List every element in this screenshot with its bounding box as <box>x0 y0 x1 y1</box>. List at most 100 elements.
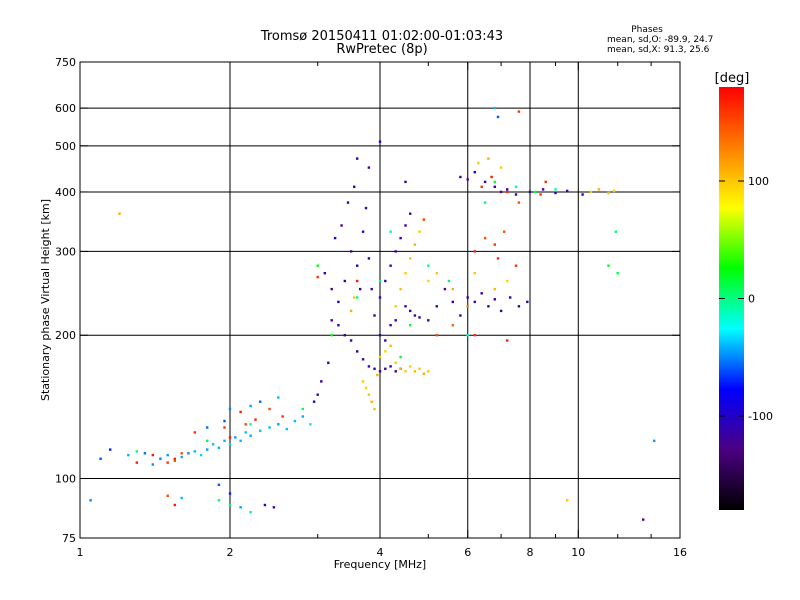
data-point <box>399 355 402 359</box>
data-point <box>228 436 232 439</box>
data-point <box>364 386 368 390</box>
data-point <box>493 298 496 301</box>
data-point <box>356 296 359 299</box>
data-point <box>616 272 619 275</box>
data-point <box>99 457 102 460</box>
data-point <box>483 201 487 204</box>
data-point <box>612 189 616 193</box>
data-point <box>384 350 387 353</box>
data-point <box>239 439 242 442</box>
data-point <box>443 287 447 291</box>
data-point <box>526 300 529 304</box>
data-point <box>589 190 593 194</box>
data-point <box>506 188 509 191</box>
data-point <box>268 407 271 411</box>
data-point <box>473 272 476 275</box>
y-tick-labels: 75 100 200 300 400 500 600 750 <box>55 56 76 545</box>
data-point <box>422 218 426 221</box>
data-point <box>356 350 359 353</box>
data-point <box>320 380 323 383</box>
x-tick-label: 6 <box>464 546 471 559</box>
data-point <box>277 423 280 426</box>
data-point <box>394 361 397 364</box>
data-point <box>143 452 147 455</box>
data-point <box>384 279 387 283</box>
colorbar-tick-label: 100 <box>748 175 769 188</box>
data-point <box>361 358 365 361</box>
data-point <box>285 427 288 431</box>
data-point <box>466 178 469 181</box>
chart-subtitle: RwPretec (8p) <box>336 42 427 57</box>
data-point <box>447 279 451 283</box>
data-point <box>378 355 382 359</box>
data-point <box>199 453 203 457</box>
data-point <box>367 257 371 260</box>
data-point <box>249 510 252 514</box>
chart-title: Tromsø 20150411 01:02:00-01:03:43 <box>260 29 503 44</box>
data-point <box>493 180 496 184</box>
data-point <box>451 300 454 304</box>
data-point <box>399 287 402 291</box>
data-point <box>427 264 430 267</box>
data-point <box>493 243 496 246</box>
data-point <box>151 453 154 457</box>
data-point <box>404 272 407 275</box>
data-point <box>127 453 130 457</box>
data-point <box>404 180 407 184</box>
data-point <box>367 393 371 396</box>
data-point <box>517 201 521 204</box>
data-point <box>356 264 359 267</box>
data-point <box>180 496 183 500</box>
data-point <box>503 230 506 233</box>
data-point <box>249 434 252 437</box>
data-point <box>404 370 407 373</box>
y-tick-label: 200 <box>55 329 76 342</box>
plot-frame <box>79 61 681 539</box>
data-point <box>301 415 304 418</box>
data-point <box>173 503 176 507</box>
data-point <box>566 499 569 502</box>
x-tick-label: 10 <box>571 546 585 559</box>
data-point <box>394 319 397 322</box>
data-point <box>173 459 176 462</box>
data-point <box>330 319 333 322</box>
data-point <box>506 279 509 283</box>
data-point <box>473 171 476 174</box>
data-point <box>566 189 569 193</box>
data-point <box>277 396 280 399</box>
data-point <box>349 339 353 342</box>
phase-stats: Phases mean, sd,O: -89.9, 24.7 mean, sd,… <box>607 25 713 55</box>
data-point <box>356 157 359 160</box>
data-point <box>427 279 430 283</box>
data-point <box>217 446 221 449</box>
colorbar-ticks: 100 0 -100 <box>719 175 773 423</box>
data-point <box>330 334 333 337</box>
data-point <box>389 365 392 368</box>
data-point <box>193 450 196 453</box>
data-point <box>244 431 247 434</box>
data-point <box>378 334 382 337</box>
data-point <box>404 305 407 308</box>
data-point <box>514 193 518 196</box>
data-point <box>597 188 601 191</box>
data-point <box>316 393 319 396</box>
data-point <box>544 180 547 184</box>
data-point <box>173 457 176 460</box>
data-point <box>301 407 304 411</box>
data-point <box>554 188 557 191</box>
data-point <box>323 272 326 275</box>
data-point <box>607 264 610 267</box>
data-point <box>343 334 346 337</box>
data-point <box>514 264 518 267</box>
data-point <box>427 319 430 322</box>
data-point <box>466 296 469 299</box>
data-point <box>370 287 373 291</box>
data-point <box>349 309 353 313</box>
data-point <box>539 193 542 196</box>
data-point <box>343 279 346 283</box>
data-point <box>473 300 476 304</box>
data-point <box>293 419 297 423</box>
data-point <box>166 453 169 457</box>
data-point <box>384 367 387 370</box>
data-point <box>413 243 417 246</box>
